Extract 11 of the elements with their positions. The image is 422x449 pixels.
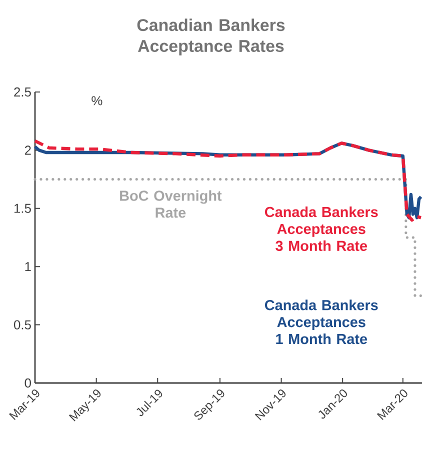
text: Canada Bankers Acceptances 1 Month Rate — [264, 300, 378, 344]
y-tick-label: 2.5 — [14, 87, 31, 97]
y-tick-label: 0.5 — [14, 320, 31, 330]
series-label: Canada Bankers Acceptances 3 Month Rate — [264, 206, 378, 252]
y-tick-label: 2 — [24, 146, 31, 155]
y-axis-title: % — [92, 96, 102, 106]
series-label: BoC Overnight Rate — [120, 190, 222, 218]
y-tick-label: 0 — [24, 378, 31, 388]
chart-title: Canadian Bankers Acceptance Rates — [137, 18, 285, 56]
y-tick-label: 1 — [25, 262, 31, 272]
y-tick-label: 1.5 — [14, 204, 31, 213]
